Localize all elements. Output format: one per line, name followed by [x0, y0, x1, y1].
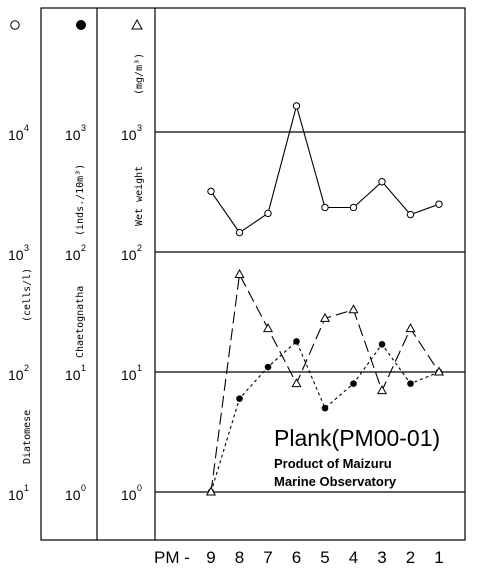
y-tick-exponent: 1	[81, 363, 86, 373]
y-tick-exponent: 2	[81, 243, 86, 253]
x-tick-label: 3	[377, 548, 386, 567]
axis-markers	[10, 18, 143, 30]
wet-weight-unit-label: (mg/m³)	[134, 53, 145, 95]
y-tick-label: 10	[8, 247, 24, 263]
data-point	[236, 395, 243, 402]
diatomese-unit-label: (cells/l)	[22, 268, 33, 322]
data-point	[435, 200, 443, 208]
y-tick-label: 10	[65, 367, 81, 383]
x-tick-label: 8	[235, 548, 244, 567]
y-tick-exponent: 0	[81, 483, 86, 493]
filled-circle-icon	[76, 20, 86, 30]
data-point	[291, 378, 302, 388]
x-tick-label: 7	[263, 548, 272, 567]
series-wet-weight	[205, 268, 445, 496]
data-point	[378, 341, 386, 348]
y-axis-tick-labels: 10 110 210 310 410 010 110 210 310 010 110 210 3	[8, 123, 142, 503]
data-point	[262, 323, 274, 333]
y-tick-label: 10	[121, 487, 137, 503]
y-tick-exponent: 2	[137, 243, 142, 253]
data-point	[292, 102, 301, 110]
data-point	[433, 366, 445, 376]
open-circle-icon	[10, 20, 20, 30]
data-point	[321, 404, 329, 412]
x-axis-prefix: PM -	[154, 548, 190, 567]
data-point	[264, 363, 272, 371]
data-point	[378, 178, 386, 186]
y-tick-label: 10	[121, 367, 137, 383]
chart-titles: Plank(PM00-01) Product of Maizuru Marine…	[274, 425, 440, 489]
data-point	[319, 312, 331, 322]
chaetognatha-unit-label: (inds./10m³)	[75, 164, 86, 236]
series-line	[210, 103, 440, 234]
y-tick-exponent: 3	[81, 123, 86, 133]
data-point	[405, 323, 416, 333]
x-tick-label: 5	[320, 548, 329, 567]
data-point	[264, 209, 272, 218]
data-point	[205, 486, 217, 496]
y-tick-label: 10	[8, 127, 24, 143]
chart-subtitle-2: Marine Observatory	[274, 474, 397, 489]
data-point	[234, 268, 245, 278]
data-point	[349, 203, 358, 212]
series-chaetognatha	[207, 338, 443, 496]
y-tick-exponent: 1	[137, 363, 142, 373]
y-tick-exponent: 3	[137, 123, 142, 133]
chaetognatha-axis-label: Chaetognatha	[75, 286, 86, 358]
y-tick-label: 10	[65, 487, 81, 503]
y-tick-label: 10	[65, 127, 81, 143]
x-tick-label: 2	[406, 548, 415, 567]
data-point	[348, 304, 359, 314]
data-point	[407, 380, 414, 387]
x-tick-label: 1	[434, 548, 443, 567]
data-point	[406, 210, 415, 219]
data-point	[207, 187, 215, 196]
data-point	[321, 203, 329, 212]
chart-subtitle-1: Product of Maizuru	[274, 456, 392, 471]
frame-border	[40, 7, 466, 541]
y-tick-exponent: 3	[24, 243, 29, 253]
chart-frame	[40, 7, 466, 541]
decade-gridlines	[155, 131, 465, 493]
y-tick-label: 10	[121, 127, 137, 143]
chart-title: Plank(PM00-01)	[274, 425, 440, 451]
diatomese-axis-label: Diatomese	[22, 410, 33, 464]
y-tick-label: 10	[121, 247, 137, 263]
y-tick-label: 10	[8, 487, 24, 503]
data-point	[235, 228, 244, 237]
y-tick-exponent: 4	[24, 123, 29, 133]
y-tick-exponent: 0	[137, 483, 142, 493]
x-tick-label: 4	[349, 548, 358, 567]
series-diatomese	[207, 102, 443, 237]
y-tick-label: 10	[65, 247, 81, 263]
data-point	[350, 380, 357, 387]
series-group	[205, 102, 445, 496]
wet-weight-axis-label: Wet weight	[134, 166, 145, 226]
y-axis-labels: Diatomese (cells/l) Chaetognatha (inds./10m…	[22, 53, 145, 464]
data-point	[293, 338, 300, 345]
x-tick-label: 9	[206, 548, 215, 567]
y-tick-label: 10	[8, 367, 24, 383]
x-tick-label: 6	[292, 548, 301, 567]
y-tick-exponent: 1	[24, 483, 29, 493]
open-triangle-icon	[131, 18, 143, 30]
data-point	[376, 385, 388, 395]
y-tick-exponent: 2	[24, 363, 29, 373]
